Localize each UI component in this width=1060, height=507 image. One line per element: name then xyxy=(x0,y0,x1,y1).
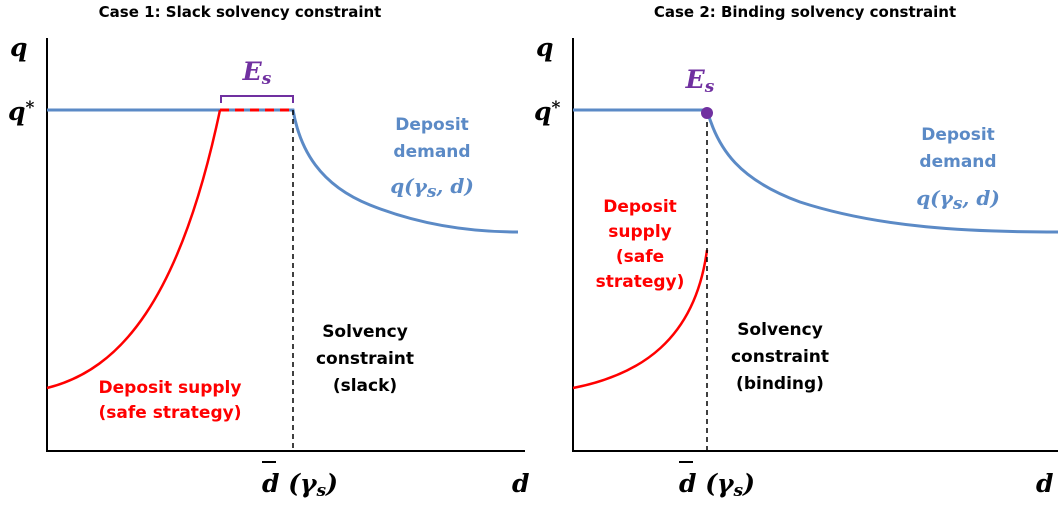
constraint-label: (binding) xyxy=(736,374,824,394)
q-star-label-base: q xyxy=(534,97,551,126)
equilibrium-label: Es xyxy=(685,65,715,97)
supply-label: strategy) xyxy=(596,272,685,292)
constraint-label: constraint xyxy=(316,349,414,369)
q-star-label: q* xyxy=(8,97,34,126)
supply-curve xyxy=(46,109,222,390)
supply-label: (safe xyxy=(616,247,664,267)
demand-label: Deposit xyxy=(395,115,469,135)
d-bar-label: d (γs) xyxy=(679,469,755,501)
constraint-label: constraint xyxy=(731,347,829,367)
d-bar-label-open: (γ xyxy=(279,469,318,498)
equilibrium-bracket xyxy=(220,95,294,103)
d-bar-label-close: ) xyxy=(325,469,338,498)
y-axis-label: q xyxy=(536,33,553,62)
equilibrium-label-sub: s xyxy=(261,69,272,89)
equilibrium-label-base: E xyxy=(242,57,263,86)
panel-2-shapes xyxy=(572,38,1059,463)
supply-label: supply xyxy=(608,222,671,242)
demand-formula-sub: s xyxy=(952,194,963,214)
supply-label: Deposit xyxy=(603,197,677,217)
equilibrium-point xyxy=(701,107,713,119)
supply-curve xyxy=(572,249,709,390)
demand-formula-sub: s xyxy=(426,182,437,202)
q-star-label-sup: * xyxy=(25,98,34,118)
demand-label: demand xyxy=(919,152,996,172)
q-star-label-sup: * xyxy=(551,98,560,118)
supply-label: (safe strategy) xyxy=(99,403,242,423)
d-bar-label-close: ) xyxy=(742,469,755,498)
panel-title: Case 1: Slack solvency constraint xyxy=(99,3,382,21)
panel-1-shapes xyxy=(46,38,525,463)
equilibrium-label-base: E xyxy=(685,65,706,94)
d-bar-label-sub: s xyxy=(316,481,327,501)
d-bar-label-sub: s xyxy=(733,481,744,501)
d-bar-label-base: d xyxy=(679,469,696,498)
constraint-label: (slack) xyxy=(333,376,397,396)
constraint-label: Solvency xyxy=(322,322,408,342)
demand-formula: q(γs, d) xyxy=(390,174,474,202)
q-star-label: q* xyxy=(534,97,560,126)
d-bar-label-base: d xyxy=(262,469,279,498)
demand-formula-close: , d) xyxy=(961,186,999,210)
equilibrium-label-sub: s xyxy=(704,77,715,97)
supply-label: Deposit supply xyxy=(99,378,242,398)
demand-curve xyxy=(47,108,519,234)
demand-formula-close: , d) xyxy=(435,174,473,198)
demand-formula-open: q(γ xyxy=(916,186,953,210)
q-star-label-base: q xyxy=(8,97,25,126)
constraint-label: Solvency xyxy=(737,320,823,340)
d-bar-label: d (γs) xyxy=(262,469,338,501)
equilibrium-label: Es xyxy=(242,57,272,89)
d-bar-label-open: (γ xyxy=(696,469,735,498)
x-axis-label: d xyxy=(1036,469,1053,498)
y-axis-label: q xyxy=(10,33,27,62)
demand-label: Deposit xyxy=(921,125,995,145)
panel-title: Case 2: Binding solvency constraint xyxy=(654,3,956,21)
demand-formula: q(γs, d) xyxy=(916,186,1000,214)
demand-curve xyxy=(573,108,1059,234)
demand-label: demand xyxy=(393,142,470,162)
x-axis-label: d xyxy=(512,469,529,498)
demand-formula-open: q(γ xyxy=(390,174,427,198)
